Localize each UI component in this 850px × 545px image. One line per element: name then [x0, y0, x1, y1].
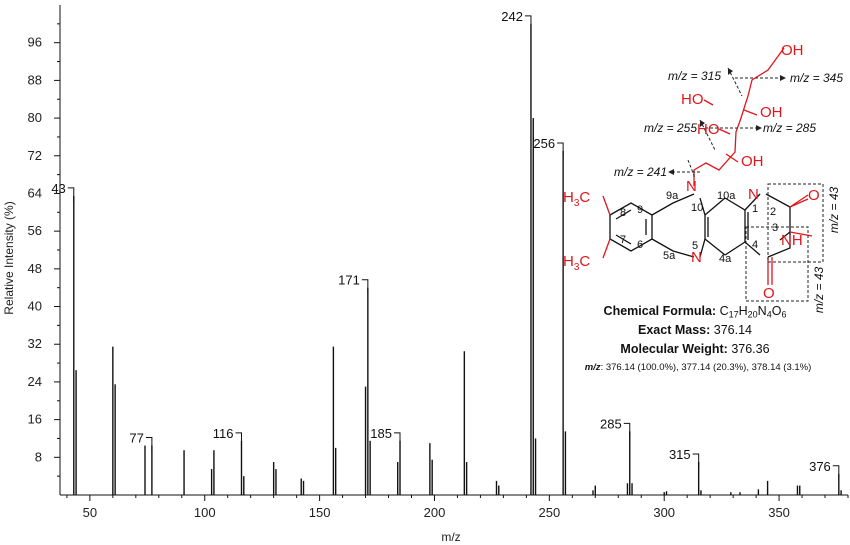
pos-9a: 9a [666, 190, 679, 202]
o-label-2: O [763, 285, 775, 302]
peak-label-marker [394, 432, 401, 447]
y-tick-label: 8 [35, 449, 42, 464]
peak-label-marker [623, 422, 631, 438]
peak-label-marker [692, 453, 700, 469]
x-tick-label: 350 [768, 505, 790, 520]
n1-label: N [748, 186, 759, 203]
fragment-285: m/z = 285 [763, 121, 816, 135]
peak-label: 376 [809, 459, 831, 474]
pos-4a: 4a [719, 253, 732, 265]
x-tick-label: 200 [424, 505, 446, 520]
oh-label-2: OH [760, 104, 783, 121]
pos-3: 3 [772, 222, 778, 234]
peak-label: 43 [51, 181, 65, 196]
peaks [73, 23, 842, 495]
peak-label: 185 [370, 426, 392, 441]
peak-label: 315 [669, 447, 691, 462]
nh-label: NH [781, 232, 803, 249]
mz-values: : 376.14 (100.0%), 377.14 (20.3%), 378.1… [600, 362, 812, 373]
x-tick-label: 300 [653, 505, 675, 520]
pos-9: 9 [637, 204, 643, 216]
isotope-mz-line: m/z: 376.14 (100.0%), 377.14 (20.3%), 37… [548, 362, 848, 373]
pos-7: 7 [620, 234, 626, 246]
fragment-arrowheads [668, 68, 786, 175]
pos-4: 4 [752, 239, 758, 251]
pos-6: 6 [637, 239, 643, 251]
atom-labels-red: OH HO OH HO OH N N N NH O O H3C H3C [563, 42, 820, 302]
y-tick-label: 24 [28, 374, 42, 389]
o-label-1: O [808, 187, 820, 204]
peak-label: 116 [213, 426, 234, 441]
fragment-315: m/z = 315 [668, 69, 721, 83]
x-tick-label: 150 [309, 505, 331, 520]
ring-numbers: 9a 10 10a 1 2 3 4 4a 5 5a 6 7 8 9 [620, 190, 778, 265]
y-tick-label: 64 [28, 185, 42, 200]
peak-label: 285 [600, 416, 622, 431]
n10-label: N [686, 178, 697, 195]
x-tick-label: 250 [538, 505, 560, 520]
pos-2: 2 [770, 206, 776, 218]
peak-label-marker [67, 187, 75, 202]
x-axis-title: m/z [441, 530, 460, 544]
ho-label-1: HO [681, 91, 704, 108]
y-tick-label: 56 [28, 223, 42, 238]
exact-mass-line: Exact Mass: 376.14 [560, 323, 830, 337]
substituent-bonds [602, 47, 813, 285]
oh-label-1: OH [781, 42, 804, 59]
mw-label: Molecular Weight: [620, 342, 728, 356]
fragment-345: m/z = 345 [790, 71, 843, 85]
y-tick-label: 40 [28, 299, 42, 314]
peak-label: 171 [338, 273, 360, 288]
mz-label: m/z [584, 362, 601, 373]
pos-5a: 5a [663, 250, 676, 262]
peak-label-marker [145, 437, 153, 452]
y-tick-label: 88 [28, 72, 42, 87]
y-tick-label: 48 [28, 261, 42, 276]
y-tick-label: 32 [28, 336, 42, 351]
exact-mass-label: Exact Mass: [638, 323, 711, 337]
ho-label-2: HO [697, 121, 720, 138]
x-tick-label: 50 [83, 505, 97, 520]
pos-10a: 10a [717, 190, 736, 202]
peak-label-marker [557, 142, 564, 158]
peak-label-marker [361, 279, 369, 294]
y-axis-title: Relative Intensity (%) [2, 201, 16, 314]
riboflavin-structure: OH HO OH HO OH N N N NH O O H3C H3C 9a 1… [563, 42, 843, 313]
peak-label: 256 [533, 136, 555, 151]
y-tick-label: 72 [28, 148, 42, 163]
y-tick-label: 96 [28, 35, 42, 50]
formula-label: Chemical Formula: [603, 304, 717, 318]
pos-8: 8 [620, 207, 626, 219]
molecular-weight-line: Molecular Weight: 376.36 [560, 342, 830, 356]
fragment-255: m/z = 255 [644, 121, 697, 135]
peak-label: 242 [501, 9, 523, 24]
y-tick-label: 80 [28, 110, 42, 125]
oh-label-3: OH [741, 153, 764, 170]
formula-value: C17H20N4O6 [719, 304, 787, 320]
peak-label-marker [524, 15, 532, 30]
peak-label-marker [832, 465, 840, 480]
pos-1: 1 [752, 203, 758, 215]
fragment-labels: m/z = 315 m/z = 345 m/z = 255 m/z = 285 … [614, 69, 843, 313]
pos-10: 10 [691, 202, 703, 214]
ring-bonds [609, 193, 791, 258]
methyl-top-label: H3C [563, 189, 590, 209]
fragment-43-upper: m/z = 43 [827, 187, 841, 234]
formula-line: Chemical Formula: C17H20N4O6 [560, 304, 830, 319]
methyl-bottom-label: H3C [563, 253, 590, 273]
fragment-241: m/z = 241 [614, 165, 667, 179]
peak-label: 77 [129, 431, 143, 446]
x-tick-label: 100 [194, 505, 216, 520]
y-tick-label: 16 [28, 412, 42, 427]
mw-value: 376.36 [731, 342, 770, 356]
pos-5: 5 [692, 240, 698, 252]
peak-label-marker [235, 432, 242, 447]
n5-label: N [691, 249, 702, 266]
exact-mass-value: 376.14 [713, 323, 752, 337]
fragment-43-lower: m/z = 43 [812, 267, 826, 314]
